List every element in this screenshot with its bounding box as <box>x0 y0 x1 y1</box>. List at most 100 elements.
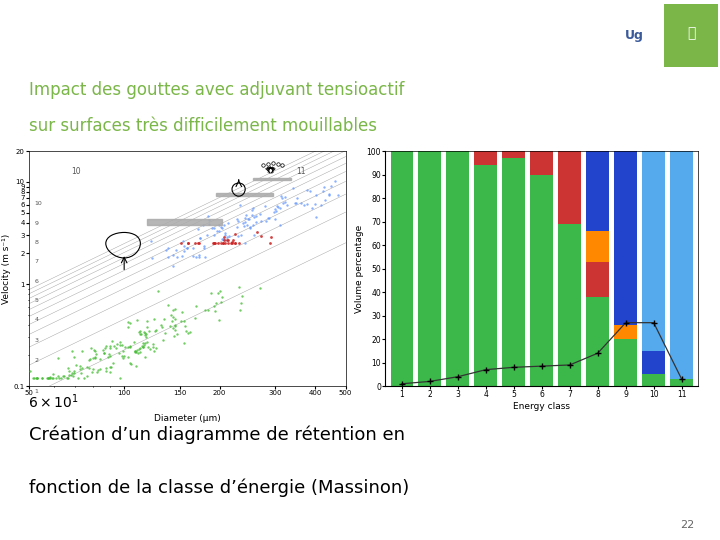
Point <box>292 194 303 202</box>
Point <box>324 190 336 199</box>
Point <box>119 352 130 361</box>
Bar <box>446 151 469 386</box>
Point <box>137 343 148 352</box>
Bar <box>503 151 526 158</box>
Point <box>149 327 161 335</box>
Point <box>109 341 120 350</box>
Point <box>250 218 261 227</box>
Point <box>239 218 251 227</box>
Y-axis label: Velocity (m s⁻¹): Velocity (m s⁻¹) <box>1 233 11 304</box>
Point <box>199 243 210 252</box>
Point <box>171 246 182 254</box>
Point <box>117 347 128 355</box>
Point <box>235 298 247 307</box>
Point <box>264 239 276 248</box>
Point <box>86 368 98 376</box>
Point <box>269 205 280 213</box>
Point <box>120 343 131 352</box>
Point <box>143 342 154 351</box>
Point <box>168 261 179 270</box>
Point <box>210 299 222 308</box>
Point <box>99 348 110 357</box>
Point <box>202 306 214 314</box>
Point <box>276 192 287 200</box>
Point <box>47 374 58 382</box>
Point <box>274 221 286 230</box>
Point <box>158 314 170 323</box>
Point <box>251 212 262 221</box>
Point <box>254 284 266 292</box>
Point <box>45 373 56 381</box>
Point <box>234 201 246 210</box>
Bar <box>216 193 273 197</box>
Point <box>167 306 179 314</box>
Point <box>81 372 93 380</box>
Point <box>135 343 146 352</box>
Point <box>177 237 189 245</box>
Point <box>233 231 244 240</box>
Bar <box>642 351 665 374</box>
Point <box>248 220 259 229</box>
Point <box>167 313 179 321</box>
Point <box>333 191 344 199</box>
Point <box>222 232 234 240</box>
Point <box>99 343 111 352</box>
Bar <box>670 379 693 386</box>
Point <box>181 244 192 252</box>
Point <box>62 364 73 373</box>
Point <box>211 227 222 235</box>
Point <box>217 239 229 248</box>
Point <box>37 374 48 382</box>
Point <box>132 344 144 353</box>
Point <box>261 217 272 225</box>
Point <box>159 328 171 337</box>
Point <box>178 317 189 326</box>
Point <box>255 217 266 225</box>
Point <box>213 227 225 235</box>
Point <box>233 217 244 226</box>
Point <box>212 239 224 247</box>
Point <box>114 349 125 357</box>
Point <box>238 219 249 227</box>
Point <box>255 231 266 240</box>
Point <box>212 288 224 297</box>
Point <box>167 324 179 333</box>
Point <box>246 206 258 214</box>
Point <box>148 342 159 351</box>
Point <box>268 208 279 217</box>
Point <box>137 339 148 348</box>
Point <box>68 353 79 362</box>
Point <box>124 359 135 368</box>
Point <box>247 204 258 213</box>
Bar <box>558 224 581 386</box>
Point <box>68 369 80 377</box>
Point <box>160 246 171 255</box>
Point <box>128 337 140 346</box>
Point <box>239 238 251 247</box>
Point <box>89 347 101 355</box>
Point <box>222 235 233 244</box>
Point <box>222 219 233 227</box>
Bar <box>614 151 637 325</box>
Point <box>310 191 322 199</box>
Point <box>141 338 153 346</box>
Point <box>262 213 274 222</box>
Point <box>31 374 42 382</box>
Point <box>323 190 334 199</box>
Point <box>231 214 243 223</box>
Point <box>122 323 133 332</box>
Point <box>176 252 187 260</box>
Point <box>208 302 220 310</box>
Bar <box>558 151 581 224</box>
Point <box>226 238 238 246</box>
Point <box>201 231 212 240</box>
Point <box>129 348 140 356</box>
Point <box>184 327 195 336</box>
Point <box>100 366 112 375</box>
Bar <box>474 165 498 386</box>
Point <box>114 374 125 382</box>
Point <box>90 353 102 362</box>
Point <box>164 321 176 330</box>
Text: 8: 8 <box>34 240 38 245</box>
Point <box>89 354 101 362</box>
